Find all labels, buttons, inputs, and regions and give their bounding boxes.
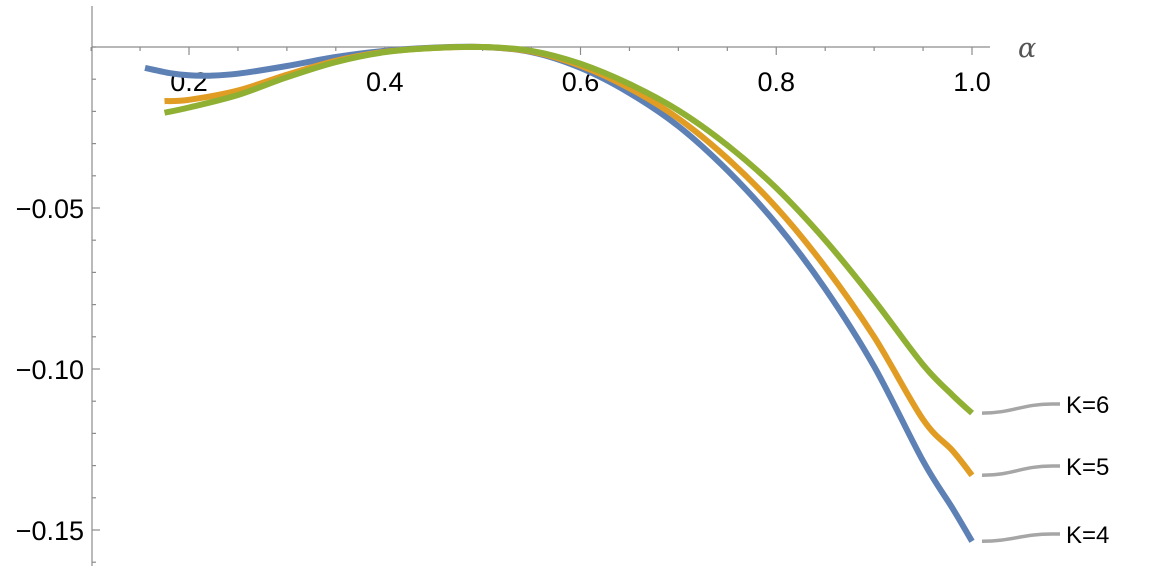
- x-tick-label: 0.4: [366, 67, 404, 97]
- x-tick-label: 0.8: [757, 67, 795, 97]
- y-ticks: −0.05 −0.10 −0.15: [16, 46, 100, 563]
- x-axis-label: α: [1018, 33, 1036, 64]
- y-tick-label: −0.05: [16, 194, 84, 224]
- x-ticks: 0.2 0.4 0.6 0.8 1.0: [90, 47, 991, 97]
- series-line-k6: [163, 43, 975, 416]
- series-label: K=6: [1066, 392, 1109, 419]
- series-leader-line: [981, 464, 1060, 478]
- axes: 0.2 0.4 0.6 0.8 1.0 −0.05−0.10−0.15 α: [16, 6, 1036, 566]
- y-tick-label: −0.10: [16, 355, 84, 385]
- series-leader-line: [981, 402, 1060, 415]
- series-line-k5: [164, 43, 975, 478]
- series-layer: [144, 43, 975, 543]
- series-label: K=5: [1066, 454, 1109, 481]
- x-tick-label: 1.0: [953, 67, 991, 97]
- series-label: K=4: [1066, 522, 1109, 549]
- y-tick-label: −0.15: [16, 516, 84, 546]
- series-labels: K=4 K=5 K=6: [981, 392, 1109, 549]
- series-leader-line: [981, 532, 1060, 544]
